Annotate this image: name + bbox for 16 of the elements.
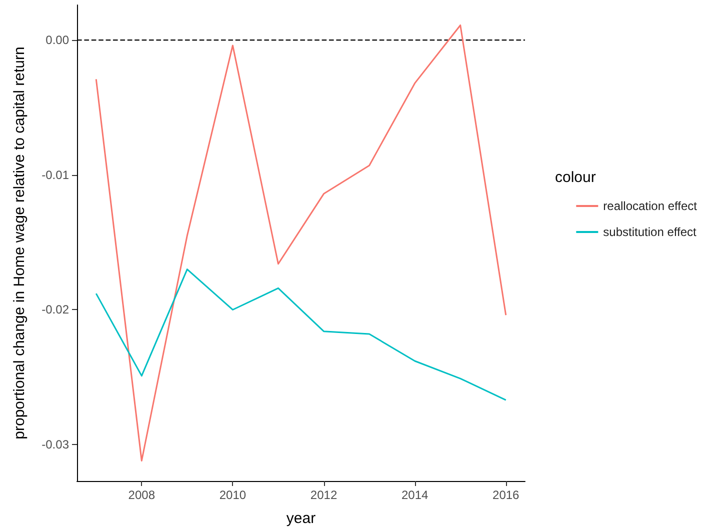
y-tick-label: -0.01 — [42, 168, 70, 182]
y-tick-label: -0.03 — [42, 438, 70, 452]
x-tick-label: 2010 — [219, 488, 246, 502]
x-tick-label: 2012 — [310, 488, 338, 502]
legend-title: colour — [555, 169, 596, 186]
x-axis-title: year — [286, 510, 316, 527]
line-series — [95, 24, 507, 462]
line-series — [95, 268, 507, 401]
x-tick-label: 2016 — [492, 488, 520, 502]
y-axis-title: proportional change in Home wage relative to capital return — [11, 46, 28, 440]
x-tick-label: 2008 — [128, 488, 156, 502]
y-tick-label: 0.00 — [46, 33, 70, 48]
legend-label: reallocation effect — [603, 199, 698, 213]
x-tick-label: 2014 — [401, 488, 428, 502]
legend-label: substitution effect — [603, 225, 697, 239]
y-tick-label: -0.02 — [42, 302, 70, 317]
